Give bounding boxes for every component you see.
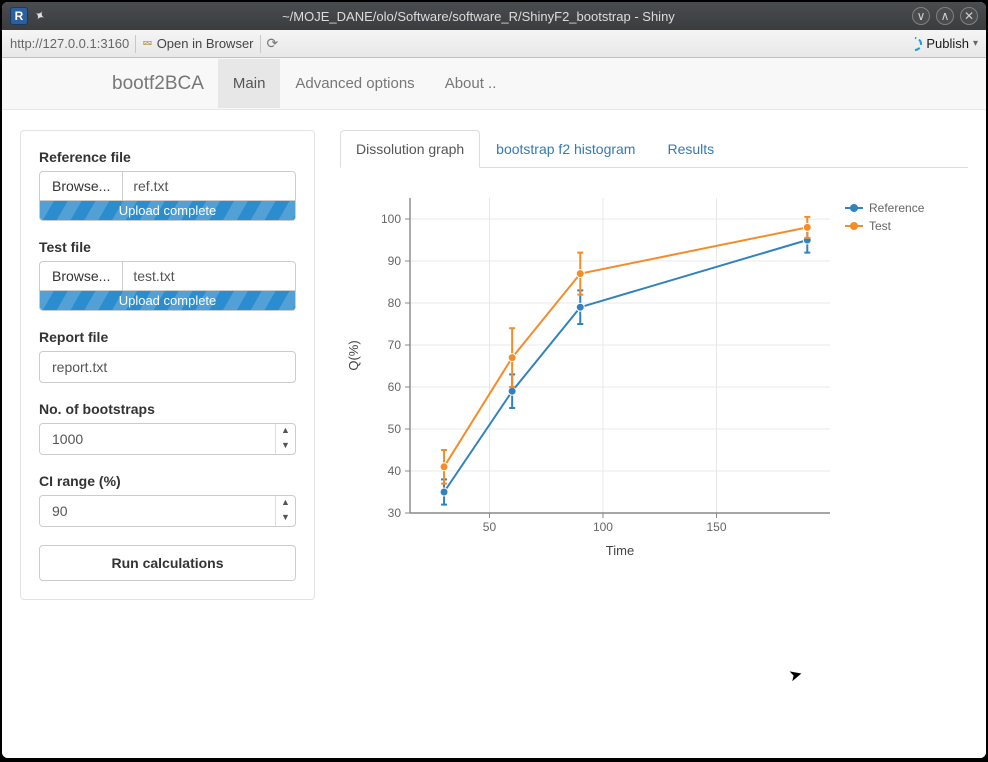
bootstraps-up-icon[interactable]: ▲ xyxy=(276,424,295,439)
bootstraps-label: No. of bootstraps xyxy=(39,401,296,417)
test-file-name: test.txt xyxy=(122,261,296,291)
svg-text:Q(%): Q(%) xyxy=(346,340,361,370)
tab-bootstrap-f2-histogram[interactable]: bootstrap f2 histogram xyxy=(480,130,651,168)
navbar-brand: bootf2BCA xyxy=(112,73,204,95)
test-browse-button[interactable]: Browse... xyxy=(39,261,122,291)
ci-range-label: CI range (%) xyxy=(39,473,296,489)
svg-text:70: 70 xyxy=(388,338,402,352)
window-minimize-button[interactable]: ∨ xyxy=(912,7,930,25)
publish-icon xyxy=(905,34,925,54)
nav-tab-about-[interactable]: About .. xyxy=(430,59,512,108)
svg-text:100: 100 xyxy=(381,212,401,226)
svg-text:Time: Time xyxy=(606,543,634,558)
navbar: bootf2BCA MainAdvanced optionsAbout .. xyxy=(2,58,986,110)
dissolution-chart: 30 40 50 60 70 80 90 100 50 100 150 Time Q(%) Referen… xyxy=(340,183,950,563)
ci-range-input[interactable]: ▲ ▼ xyxy=(39,495,296,527)
reference-file-label: Reference file xyxy=(39,149,296,165)
test-upload-status: Upload complete xyxy=(39,291,296,311)
bootstraps-down-icon[interactable]: ▼ xyxy=(276,439,295,454)
publish-caret-icon: ▾ xyxy=(973,38,978,49)
svg-text:40: 40 xyxy=(388,464,402,478)
tabs: Dissolution graphbootstrap f2 histogramR… xyxy=(340,130,968,168)
address-bar: http://127.0.0.1:3160 ⮹ Open in Browser … xyxy=(2,30,986,58)
app-icon: R xyxy=(10,7,28,25)
svg-text:150: 150 xyxy=(706,520,726,534)
nav-tab-main[interactable]: Main xyxy=(218,59,281,108)
svg-text:60: 60 xyxy=(388,380,402,394)
svg-text:50: 50 xyxy=(483,520,497,534)
window-maximize-button[interactable]: ∧ xyxy=(936,7,954,25)
svg-text:50: 50 xyxy=(388,422,402,436)
open-in-browser-button[interactable]: ⮹ Open in Browser xyxy=(142,36,253,52)
publish-button[interactable]: Publish ▾ xyxy=(908,36,978,51)
nav-tab-advanced-options[interactable]: Advanced options xyxy=(280,59,429,108)
url-text: http://127.0.0.1:3160 xyxy=(10,36,129,51)
reference-upload-status: Upload complete xyxy=(39,201,296,221)
svg-text:90: 90 xyxy=(388,254,402,268)
reload-button[interactable]: ⟳ xyxy=(267,35,279,52)
ci-down-icon[interactable]: ▼ xyxy=(276,511,295,526)
svg-text:Test: Test xyxy=(869,219,892,233)
svg-text:100: 100 xyxy=(593,520,613,534)
popout-icon: ⮹ xyxy=(142,36,152,52)
report-file-label: Report file xyxy=(39,329,296,345)
sidebar-panel: Reference file Browse... ref.txt Upload … xyxy=(20,130,315,600)
svg-text:80: 80 xyxy=(388,296,402,310)
window-titlebar: R ✦ ~/MOJE_DANE/olo/Software/software_R/… xyxy=(2,2,986,30)
svg-text:Reference: Reference xyxy=(869,201,925,215)
ci-up-icon[interactable]: ▲ xyxy=(276,496,295,511)
report-file-input[interactable] xyxy=(39,351,296,383)
run-calculations-button[interactable]: Run calculations xyxy=(39,545,296,581)
window-title: ~/MOJE_DANE/olo/Software/software_R/Shin… xyxy=(45,9,912,24)
tab-dissolution-graph[interactable]: Dissolution graph xyxy=(340,130,480,168)
bootstraps-input[interactable]: ▲ ▼ xyxy=(39,423,296,455)
test-file-label: Test file xyxy=(39,239,296,255)
tab-results[interactable]: Results xyxy=(651,130,730,168)
window-close-button[interactable]: ✕ xyxy=(960,7,978,25)
reference-browse-button[interactable]: Browse... xyxy=(39,171,122,201)
reference-file-name: ref.txt xyxy=(122,171,296,201)
svg-text:30: 30 xyxy=(388,506,402,520)
